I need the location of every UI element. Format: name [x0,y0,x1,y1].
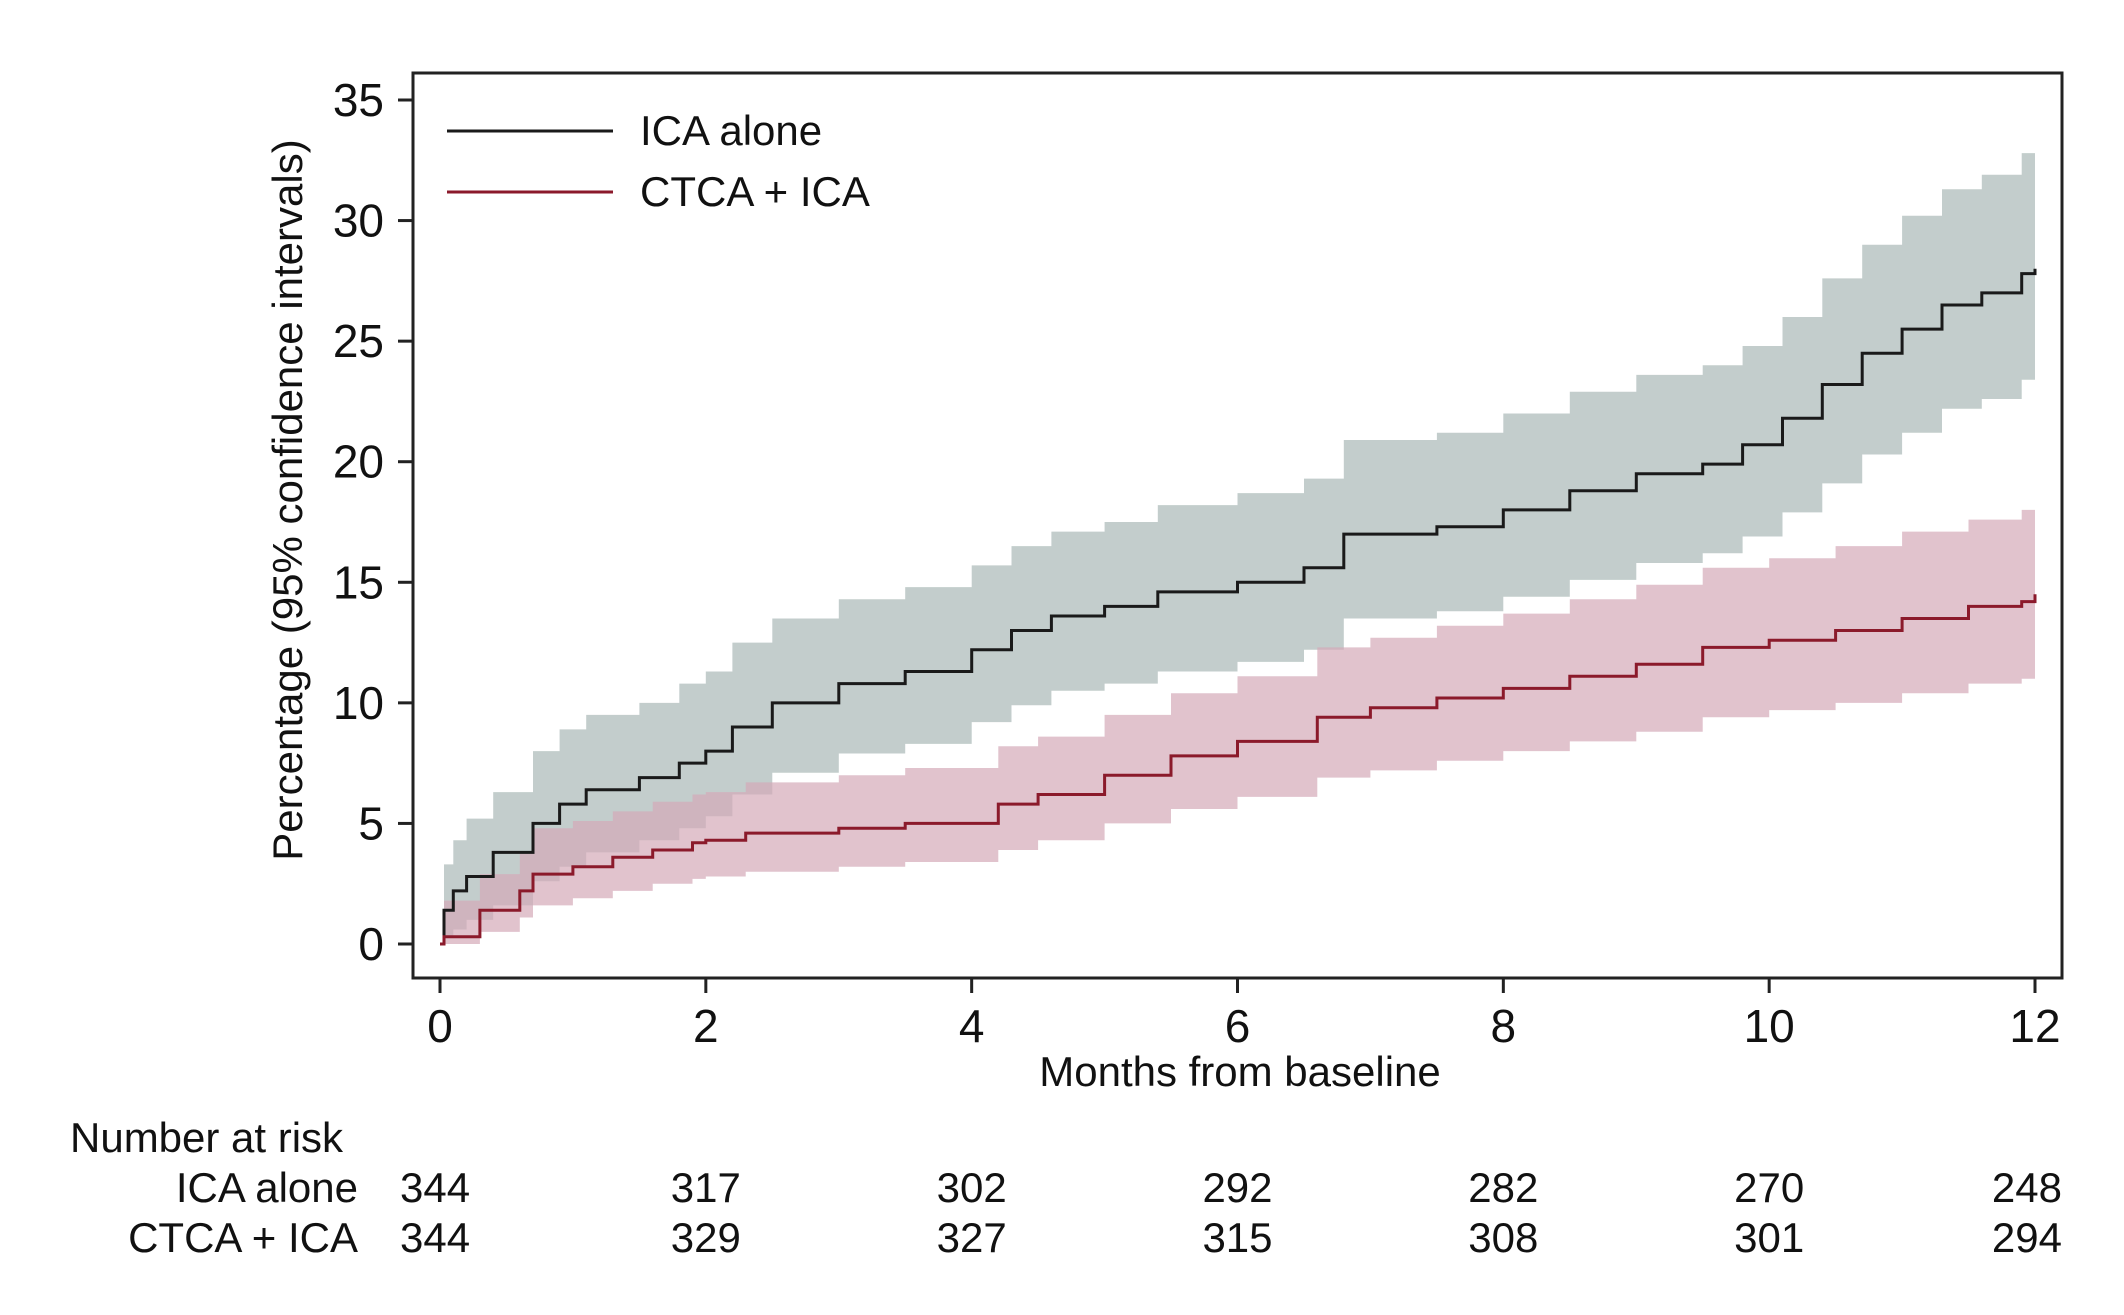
risk-count-ctca-ica-8: 308 [1468,1214,1538,1261]
risk-count-ctca-ica-4: 327 [937,1214,1007,1261]
risk-count-ctca-ica-2: 329 [671,1214,741,1261]
x-tick-label-12: 12 [2009,1000,2060,1052]
risk-counts: 344 317 302 292 282 270 248 344 329 327 315 308 301 2… [400,1164,2062,1261]
series-line-ctca-ica [440,594,2037,946]
y-tick-label-20: 20 [333,436,384,488]
y-tick-label-30: 30 [333,195,384,247]
x-axis-title: Months from baseline [1039,1048,1441,1095]
y-tick-label-35: 35 [333,74,384,126]
risk-count-ctca-ica-0: 344 [400,1214,470,1261]
risk-table: Number at risk ICA alone CTCA + ICA 344 3… [70,1114,2062,1261]
y-tick-label-15: 15 [333,556,384,608]
risk-count-ctca-ica-6: 315 [1202,1214,1272,1261]
risk-count-ica-alone-8: 282 [1468,1164,1538,1211]
y-tick-label-5: 5 [358,797,384,849]
risk-table-title: Number at risk [70,1114,344,1161]
risk-count-ica-alone-2: 317 [671,1164,741,1211]
risk-count-ica-alone-4: 302 [937,1164,1007,1211]
legend: ICA alone CTCA + ICA [447,107,870,215]
ci-band-ica-alone [440,148,2035,944]
risk-count-ica-alone-10: 270 [1734,1164,1804,1211]
risk-row-label-ctca-ica: CTCA + ICA [128,1214,358,1261]
x-tick-label-10: 10 [1744,1000,1795,1052]
x-tick-label-6: 6 [1225,1000,1251,1052]
y-tick-label-10: 10 [333,677,384,729]
x-tick-label-0: 0 [427,1000,453,1052]
series-line-ica-alone [440,268,2037,946]
risk-count-ica-alone-0: 344 [400,1164,470,1211]
risk-count-ica-alone-12: 248 [1992,1164,2062,1211]
x-axis: 0 2 4 6 8 10 12 [427,978,2061,1052]
x-tick-label-8: 8 [1491,1000,1517,1052]
x-tick-label-4: 4 [959,1000,985,1052]
risk-row-label-ica-alone: ICA alone [176,1164,358,1211]
risk-count-ica-alone-6: 292 [1202,1164,1272,1211]
y-tick-label-25: 25 [333,315,384,367]
y-axis-title: Percentage (95% confidence intervals) [264,139,311,860]
legend-label-ica-alone: ICA alone [640,107,822,154]
legend-label-ctca-ica: CTCA + ICA [640,168,870,215]
risk-count-ctca-ica-10: 301 [1734,1214,1804,1261]
x-tick-label-2: 2 [693,1000,719,1052]
risk-count-ctca-ica-12: 294 [1992,1214,2062,1261]
series-lines [440,268,2037,946]
y-tick-label-0: 0 [358,918,384,970]
y-axis: 0 5 10 15 20 25 30 35 [333,74,413,970]
